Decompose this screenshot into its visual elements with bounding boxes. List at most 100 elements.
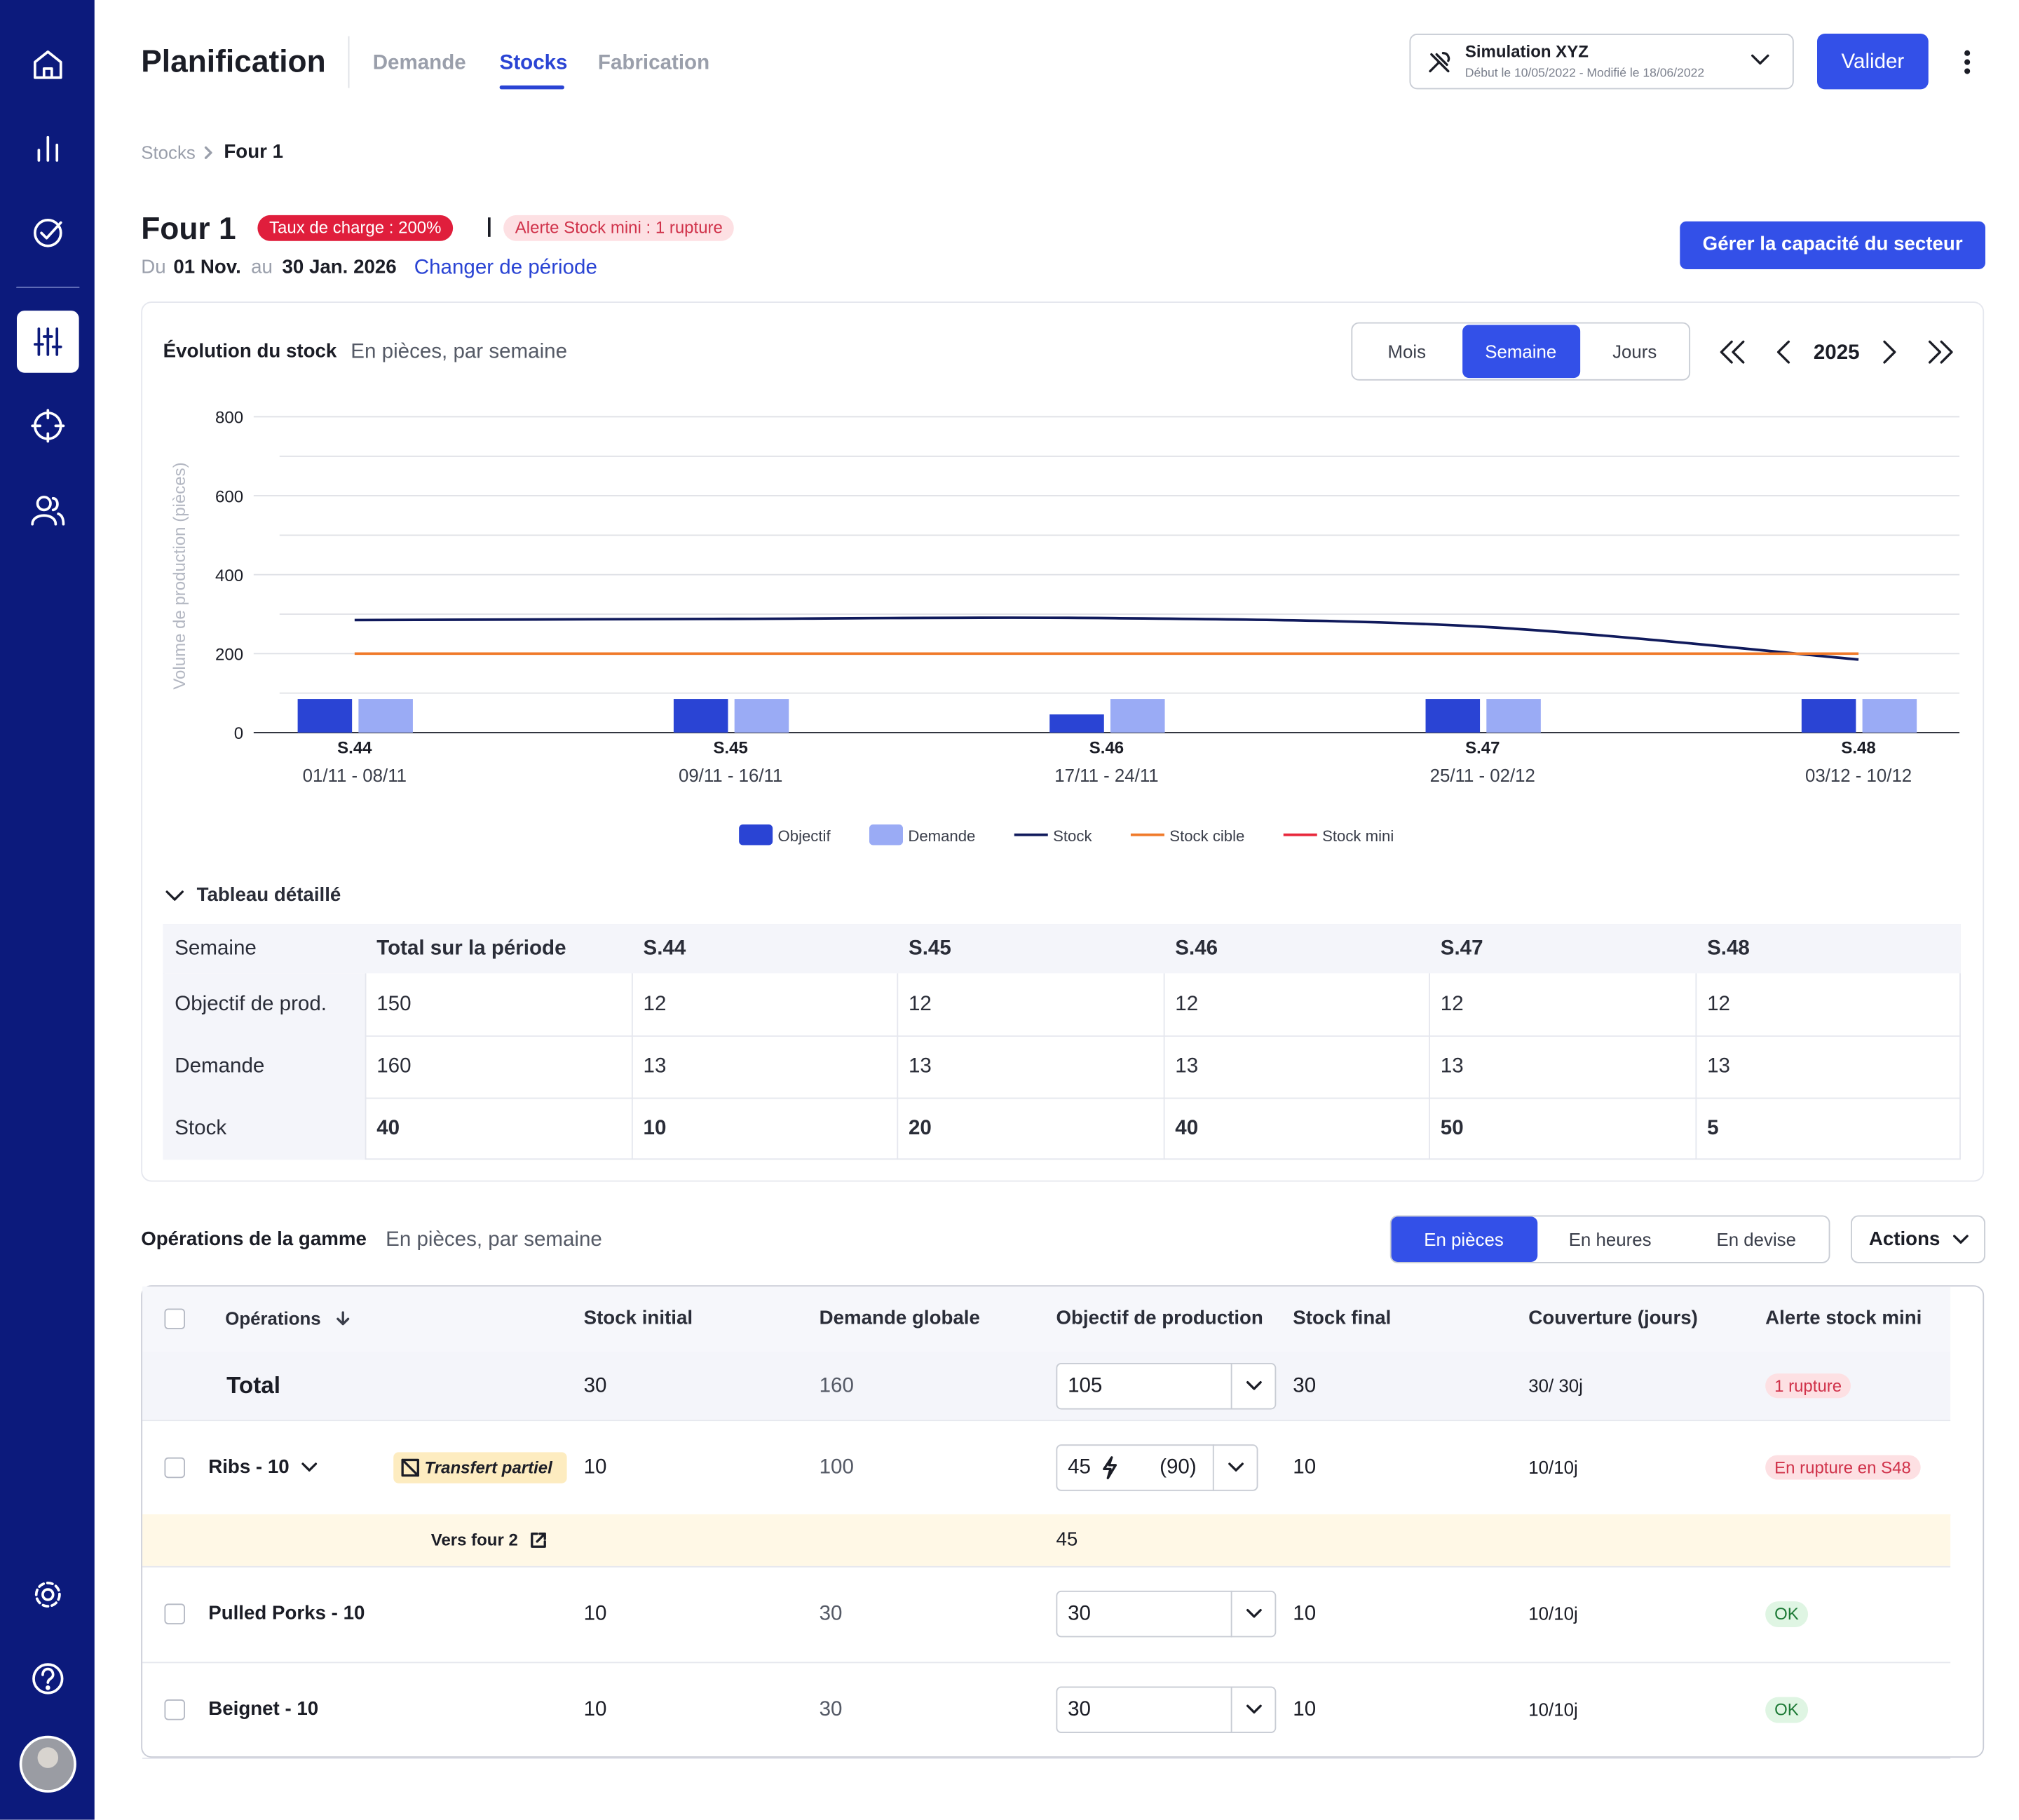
unit-active[interactable] bbox=[1391, 1216, 1538, 1263]
period-to: 30 Jan. 2026 bbox=[282, 256, 397, 278]
detail-cell: 13 bbox=[1707, 1055, 1730, 1078]
detail-cell: 160 bbox=[376, 1055, 412, 1078]
objectif-input[interactable] bbox=[1056, 1362, 1277, 1409]
users-icon[interactable] bbox=[31, 496, 65, 526]
simulation-dates: Début le 10/05/2022 - Modifié le 18/06/2… bbox=[1464, 66, 1705, 81]
detail-cell: Stock bbox=[175, 1117, 227, 1140]
granularity-option[interactable]: Mois bbox=[1387, 341, 1427, 362]
detail-cell: 13 bbox=[909, 1055, 932, 1078]
objectif-input[interactable] bbox=[1056, 1590, 1277, 1638]
help-icon[interactable] bbox=[32, 1663, 64, 1695]
nav-tab[interactable]: Stocks bbox=[499, 52, 568, 74]
col-divider bbox=[1163, 973, 1165, 1160]
cell-stock-initial: 30 bbox=[583, 1374, 607, 1397]
objectif-input[interactable] bbox=[1056, 1686, 1277, 1734]
unit-option[interactable]: En heures bbox=[1568, 1229, 1652, 1250]
detail-cell: 5 bbox=[1707, 1117, 1719, 1140]
expand-chevron bbox=[301, 1462, 318, 1471]
capacity-button[interactable] bbox=[1680, 221, 1986, 270]
bar bbox=[1801, 699, 1856, 733]
simulation-select[interactable] bbox=[1409, 34, 1794, 90]
legend-label: Stock cible bbox=[1169, 827, 1244, 845]
objectif-input[interactable] bbox=[1056, 1444, 1258, 1490]
checkbox[interactable] bbox=[164, 1699, 186, 1720]
legend-label: Stock bbox=[1053, 827, 1092, 845]
detail-cell: 13 bbox=[643, 1055, 667, 1078]
col-divider bbox=[1429, 973, 1431, 1160]
home-icon[interactable] bbox=[34, 50, 62, 79]
y-axis-title: Volume de production (pièces) bbox=[170, 462, 189, 689]
alert-pill: 1 rupture bbox=[1765, 1373, 1851, 1399]
validate-button[interactable] bbox=[1817, 34, 1929, 90]
cell-objectif: 45 bbox=[1056, 1528, 1078, 1551]
legend-label: Stock mini bbox=[1322, 827, 1394, 845]
badge-divider bbox=[488, 217, 490, 237]
settings-sliders-icon bbox=[34, 327, 62, 356]
alert-pill: OK bbox=[1765, 1601, 1808, 1627]
alert-pill: En rupture en S48 bbox=[1765, 1454, 1920, 1480]
cell-demande: 30 bbox=[819, 1698, 843, 1721]
actions-select[interactable] bbox=[1851, 1215, 1986, 1263]
lightning-icon bbox=[1103, 1455, 1117, 1479]
detail-header-cell: S.46 bbox=[1175, 937, 1218, 960]
legend-label: Objectif bbox=[778, 827, 831, 845]
cell-stock-initial: 10 bbox=[583, 1455, 607, 1479]
year: 2025 bbox=[1813, 342, 1860, 365]
row-divider bbox=[142, 1758, 1951, 1759]
detail-header-cell: S.47 bbox=[1440, 937, 1483, 960]
capacity-label[interactable]: Gérer la capacité du secteur bbox=[1702, 233, 1963, 255]
row-divider bbox=[365, 1097, 1961, 1099]
detail-cell: 12 bbox=[1440, 993, 1464, 1016]
cell-stock-final: 30 bbox=[1293, 1374, 1317, 1397]
nav-tab[interactable]: Demande bbox=[372, 52, 466, 74]
bar bbox=[1486, 699, 1541, 733]
operations-header-cell[interactable]: Opérations bbox=[225, 1308, 321, 1329]
unit-option[interactable]: En devise bbox=[1716, 1229, 1796, 1250]
operations-header-bg bbox=[142, 1286, 1951, 1352]
y-tick-label: 200 bbox=[215, 646, 243, 665]
granularity-option[interactable]: Semaine bbox=[1485, 341, 1557, 362]
nav-first bbox=[1720, 340, 1745, 364]
total-row-bg bbox=[142, 1351, 1951, 1420]
nav-tab[interactable]: Fabrication bbox=[597, 52, 710, 74]
chevron-down bbox=[1228, 1462, 1244, 1471]
breadcrumb-current: Four 1 bbox=[224, 141, 284, 163]
detail-cell: 40 bbox=[1175, 1117, 1199, 1140]
collapse-chevron bbox=[165, 890, 184, 901]
x-tick-date: 25/11 - 02/12 bbox=[1430, 766, 1535, 786]
gear-icon[interactable] bbox=[34, 1582, 61, 1608]
operations-header-cell: Objectif de production bbox=[1056, 1307, 1263, 1330]
check-icon[interactable] bbox=[34, 219, 62, 247]
period-link[interactable]: Changer de période bbox=[414, 257, 597, 279]
validate-label[interactable]: Valider bbox=[1841, 50, 1905, 74]
col-divider bbox=[1695, 973, 1697, 1160]
checkbox[interactable] bbox=[164, 1308, 186, 1330]
input-divider bbox=[1230, 1686, 1232, 1734]
operation-name: Beignet - 10 bbox=[208, 1698, 319, 1720]
y-tick-label: 800 bbox=[215, 409, 243, 428]
x-tick-date: 17/11 - 24/11 bbox=[1054, 766, 1158, 786]
cell-couverture: 10/10j bbox=[1528, 1603, 1578, 1624]
stats-icon[interactable] bbox=[37, 135, 59, 162]
checkbox[interactable] bbox=[164, 1456, 186, 1478]
chart-title: Évolution du stock bbox=[163, 340, 337, 362]
checkbox[interactable] bbox=[164, 1603, 186, 1624]
kebab-menu bbox=[1964, 50, 1971, 74]
operations-table bbox=[141, 1285, 1985, 1758]
target-icon[interactable] bbox=[31, 409, 65, 443]
granularity-option[interactable]: Jours bbox=[1612, 341, 1657, 362]
external-link-icon bbox=[531, 1533, 546, 1548]
sub-row-label: Vers four 2 bbox=[430, 1530, 518, 1550]
detail-cell: 12 bbox=[909, 993, 932, 1016]
granularity-toggle bbox=[1351, 322, 1691, 381]
breadcrumb-item[interactable]: Stocks bbox=[141, 142, 196, 163]
chevron-down bbox=[1246, 1380, 1262, 1390]
actions-label[interactable]: Actions bbox=[1868, 1228, 1940, 1251]
detail-cell: Objectif de prod. bbox=[175, 993, 327, 1016]
detail-table-title[interactable]: Tableau détaillé bbox=[196, 883, 341, 906]
x-tick-label: S.46 bbox=[1089, 738, 1124, 757]
unit-option[interactable]: En pièces bbox=[1424, 1229, 1504, 1250]
charge-badge: Taux de charge : 200% bbox=[257, 215, 454, 241]
legend-swatch bbox=[869, 824, 903, 846]
granularity-active[interactable] bbox=[1462, 325, 1581, 379]
